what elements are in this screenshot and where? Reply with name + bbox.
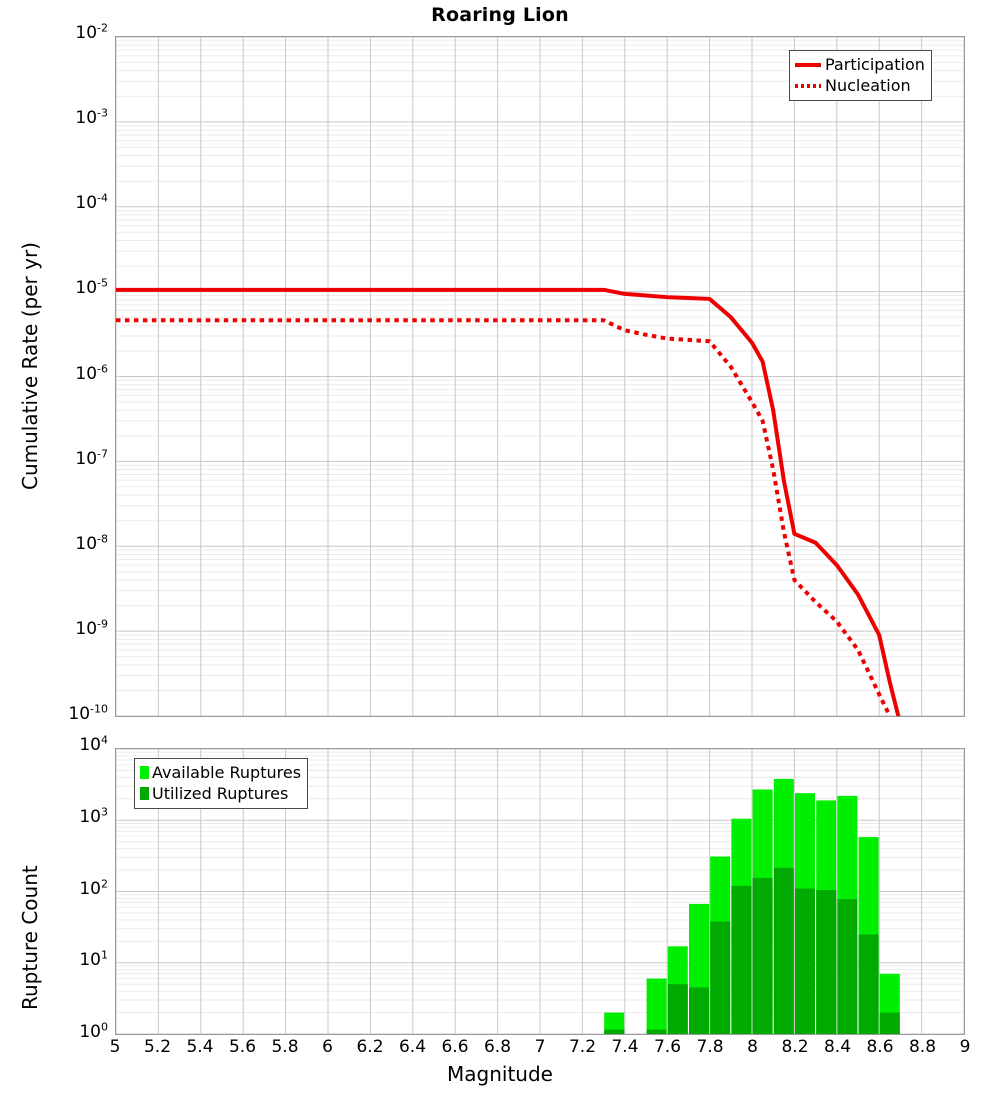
y-tick-label: 10-8 bbox=[75, 532, 108, 554]
x-tick-label: 7.8 bbox=[696, 1037, 724, 1057]
legend-label-participation: Participation bbox=[825, 55, 925, 74]
mfd-curves bbox=[116, 287, 901, 716]
y-tick-label: 104 bbox=[79, 733, 108, 755]
y-tick-label: 102 bbox=[79, 876, 108, 899]
x-tick-label: 8.8 bbox=[908, 1037, 937, 1057]
x-tick-label: 5 bbox=[109, 1037, 121, 1057]
rupture-bars bbox=[604, 778, 900, 1034]
legend-item-utilized-ruptures: Utilized Ruptures bbox=[140, 783, 301, 804]
cumulative-rate-plot bbox=[115, 36, 965, 717]
x-tick-label: 8.6 bbox=[866, 1037, 894, 1057]
solid-line-icon bbox=[795, 62, 821, 67]
y-tick-label: 10-4 bbox=[75, 191, 108, 214]
legend-item-participation: Participation bbox=[795, 54, 925, 75]
y-tick-label: 10-9 bbox=[75, 617, 108, 639]
utilized-color-icon bbox=[140, 787, 149, 800]
y-tick-label: 10-7 bbox=[75, 446, 108, 469]
x-tick-label: 9 bbox=[959, 1037, 971, 1057]
x-tick-label: 5.8 bbox=[271, 1037, 299, 1057]
legend-item-nucleation: Nucleation bbox=[795, 75, 925, 96]
x-axis-label: Magnitude bbox=[447, 1062, 553, 1086]
x-tick-label: 7 bbox=[534, 1037, 546, 1057]
y-tick-label: 10-3 bbox=[75, 106, 108, 129]
x-tick-label: 8.4 bbox=[823, 1037, 852, 1057]
x-tick-label: 7.4 bbox=[611, 1037, 639, 1057]
x-tick-label: 6.6 bbox=[441, 1037, 469, 1057]
legend-label-available-ruptures: Available Ruptures bbox=[152, 763, 302, 782]
x-tick-label: 7.6 bbox=[653, 1037, 682, 1057]
y-tick-label: 10-2 bbox=[75, 21, 108, 43]
available-color-icon bbox=[140, 766, 149, 779]
y-tick-label: 103 bbox=[79, 805, 108, 827]
x-tick-label: 6.2 bbox=[356, 1037, 384, 1057]
y-tick-label: 100 bbox=[79, 1020, 108, 1042]
x-tick-label: 5.4 bbox=[186, 1037, 214, 1057]
x-tick-label: 5.2 bbox=[143, 1037, 172, 1057]
y-tick-label: 101 bbox=[79, 948, 108, 971]
legend-ruptures: Available Ruptures Utilized Ruptures bbox=[134, 758, 309, 809]
x-tick-label: 6.8 bbox=[483, 1037, 512, 1057]
x-tick-label: 5.6 bbox=[228, 1037, 257, 1057]
legend-item-available-ruptures: Available Ruptures bbox=[140, 762, 301, 783]
x-tick-label: 8 bbox=[747, 1037, 758, 1057]
x-tick-label: 7.2 bbox=[568, 1037, 597, 1057]
legend-label-nucleation: Nucleation bbox=[825, 76, 911, 95]
y-tick-label: 10-5 bbox=[75, 276, 108, 299]
dotted-line-icon bbox=[795, 83, 821, 88]
x-tick-label: 6.4 bbox=[398, 1037, 427, 1057]
page-title: Roaring Lion bbox=[431, 4, 569, 26]
x-tick-label: 8.2 bbox=[781, 1037, 809, 1057]
grid-top bbox=[116, 37, 964, 716]
legend-curves: Participation Nucleation bbox=[789, 50, 932, 101]
legend-label-utilized-ruptures: Utilized Ruptures bbox=[152, 784, 289, 803]
x-tick-label: 6 bbox=[322, 1037, 333, 1057]
y-tick-label: 10-10 bbox=[68, 702, 108, 724]
y-tick-label: 10-6 bbox=[75, 361, 108, 384]
